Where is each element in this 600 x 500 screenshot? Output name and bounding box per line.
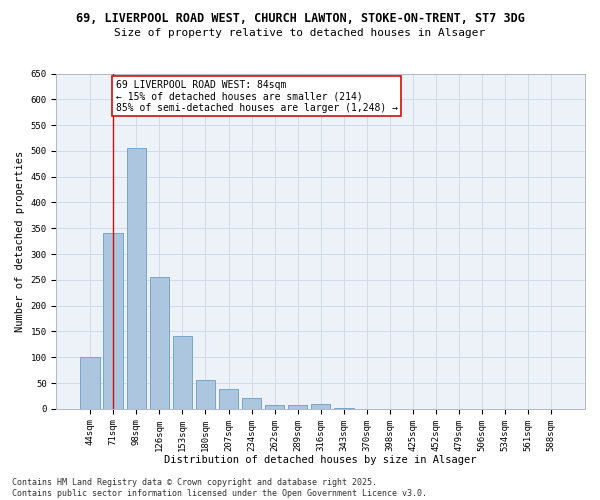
Bar — [127, 148, 146, 409]
X-axis label: Distribution of detached houses by size in Alsager: Distribution of detached houses by size … — [164, 455, 477, 465]
Bar — [149, 278, 169, 409]
Bar — [173, 336, 192, 409]
Text: Contains HM Land Registry data © Crown copyright and database right 2025.
Contai: Contains HM Land Registry data © Crown c… — [12, 478, 427, 498]
Bar — [80, 358, 100, 409]
Bar — [334, 408, 353, 409]
Bar — [242, 398, 262, 409]
Bar — [196, 380, 215, 409]
Bar — [103, 234, 123, 409]
Y-axis label: Number of detached properties: Number of detached properties — [15, 150, 25, 332]
Bar — [311, 404, 331, 409]
Text: Size of property relative to detached houses in Alsager: Size of property relative to detached ho… — [115, 28, 485, 38]
Bar — [219, 390, 238, 409]
Text: 69 LIVERPOOL ROAD WEST: 84sqm
← 15% of detached houses are smaller (214)
85% of : 69 LIVERPOOL ROAD WEST: 84sqm ← 15% of d… — [116, 80, 398, 113]
Bar — [288, 404, 307, 409]
Bar — [265, 405, 284, 409]
Text: 69, LIVERPOOL ROAD WEST, CHURCH LAWTON, STOKE-ON-TRENT, ST7 3DG: 69, LIVERPOOL ROAD WEST, CHURCH LAWTON, … — [76, 12, 524, 26]
